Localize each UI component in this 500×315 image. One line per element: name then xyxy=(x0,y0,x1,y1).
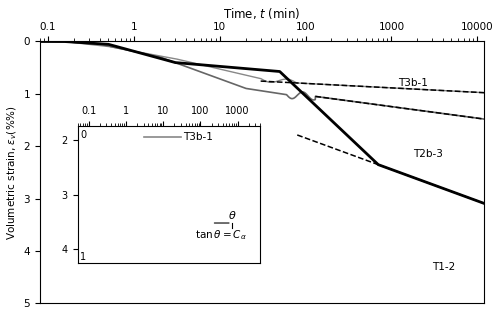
Text: T3b-1: T3b-1 xyxy=(184,132,214,142)
Y-axis label: Volumetric strain, $\varepsilon_v$(%%): Volumetric strain, $\varepsilon_v$(%%) xyxy=(6,105,19,240)
Text: T1-2: T1-2 xyxy=(432,262,456,272)
Text: $\tan\theta = C_\alpha$: $\tan\theta = C_\alpha$ xyxy=(194,228,246,242)
X-axis label: Time, $t$ (min): Time, $t$ (min) xyxy=(223,6,300,20)
Text: $\theta$: $\theta$ xyxy=(228,209,237,221)
Text: T2b-3: T2b-3 xyxy=(414,149,443,159)
Text: 1: 1 xyxy=(80,252,86,262)
Text: T3b-1: T3b-1 xyxy=(398,78,428,89)
Text: 0: 0 xyxy=(80,130,86,140)
